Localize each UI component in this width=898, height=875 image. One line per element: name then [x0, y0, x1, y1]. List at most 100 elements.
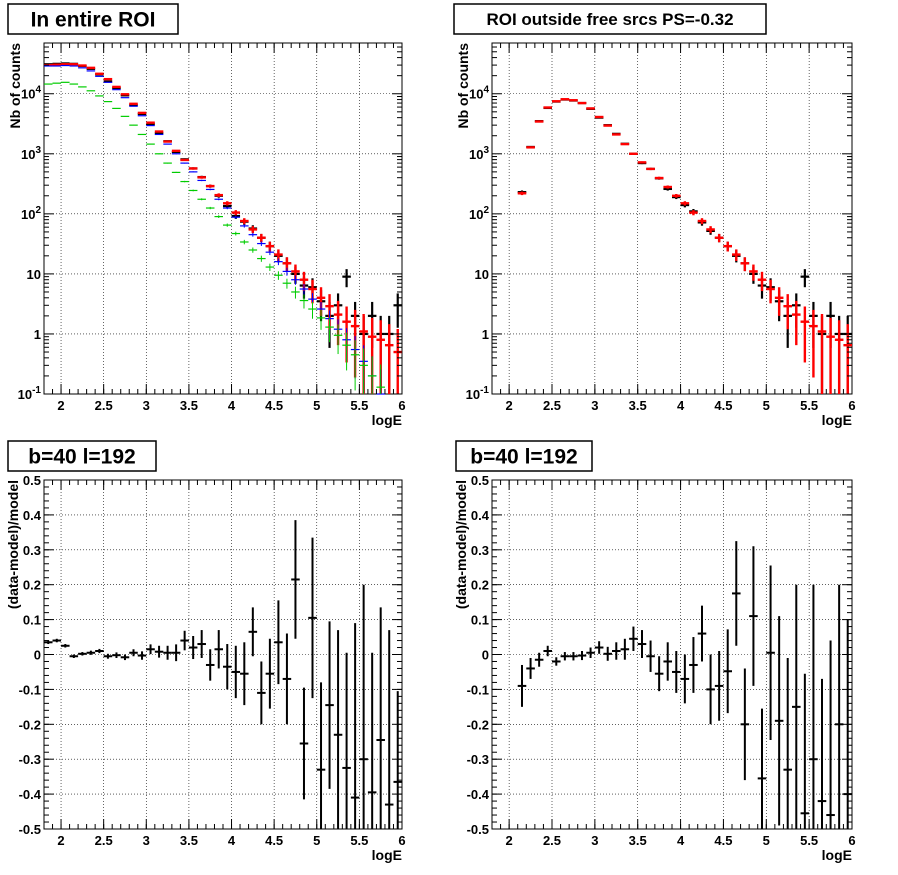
- x-tick-label: 3: [143, 398, 150, 413]
- x-tick-label: 6: [848, 398, 855, 413]
- y-tick-label: -0.2: [19, 717, 41, 732]
- x-tick-label: 5: [313, 398, 320, 413]
- y-tick-label: 0.3: [471, 543, 489, 558]
- x-tick-label: 2: [506, 398, 513, 413]
- x-tick-label: 3: [591, 398, 598, 413]
- x-tick-label: 2.5: [95, 833, 113, 848]
- x-tick-label: 5.5: [800, 398, 818, 413]
- y-tick-label: -0.4: [467, 787, 490, 802]
- y-tick-label: -0.3: [467, 752, 489, 767]
- y-tick-label: -0.1: [19, 682, 41, 697]
- y-tick-label: 0.1: [23, 613, 41, 628]
- y-tick-label: 10: [475, 267, 489, 282]
- x-tick-label: 3: [591, 833, 598, 848]
- panel-title-box: [453, 3, 767, 35]
- panel-roi-outside-free-srcs: 2 2.5 3 3.5 4 4.5 5 5.5 6 10-1 1 10 102 103 104 ROI ou…: [453, 3, 856, 428]
- x-tick-label: 3.5: [180, 833, 198, 848]
- x-axis-label: logE: [822, 412, 852, 428]
- y-tick-label: 0.3: [23, 543, 41, 558]
- series-data: [44, 520, 402, 829]
- x-tick-label: 4: [677, 398, 685, 413]
- y-tick-label: 0: [482, 648, 489, 663]
- panel-entire-roi: 2 2.5 3 3.5 4 4.5 5 5.5 6 10-1 1 10 102 103 104 In ent…: [7, 3, 406, 428]
- y-axis-label: Nb of counts: [455, 43, 471, 129]
- y-tick-label: 0.5: [471, 473, 489, 488]
- x-tick-label: 5: [763, 398, 770, 413]
- panel-residual-left: 2 2.5 3 3.5 4 4.5 5 5.5 6 -0.5 -0.4 -0.3 -0.2 -0.1 0 0.…: [5, 440, 406, 863]
- y-tick-label: 0.5: [23, 473, 41, 488]
- x-tick-label: 4: [228, 398, 236, 413]
- series-data: [517, 541, 852, 829]
- plot-frame: [43, 479, 403, 830]
- panel-title: In entire ROI: [31, 9, 156, 32]
- axis-ticks: 2 2.5 3 3.5 4 4.5 5 5.5 6 -0.5 -0.4 -0.3 -0.2 -0.1 0 0.…: [467, 473, 856, 848]
- axis-ticks: 2 2.5 3 3.5 4 4.5 5 5.5 6 10-1 1 10 102 103 104: [18, 42, 406, 413]
- x-tick-label: 2: [57, 833, 64, 848]
- panel-title: ROI outside free srcs PS=-0.32: [486, 10, 733, 29]
- y-tick-label: 102: [469, 205, 489, 222]
- x-tick-label: 3.5: [629, 833, 647, 848]
- x-tick-label: 2: [506, 833, 513, 848]
- y-tick-label: 104: [21, 85, 41, 102]
- y-tick-label: -0.5: [19, 822, 41, 837]
- y-tick-label: -0.2: [467, 717, 489, 732]
- y-axis-label: (data-model)/model: [453, 480, 469, 609]
- x-axis-label: logE: [822, 847, 852, 863]
- x-tick-label: 4: [677, 833, 685, 848]
- x-tick-label: 4.5: [265, 833, 283, 848]
- y-tick-label: 102: [21, 205, 41, 222]
- x-tick-label: 5.5: [350, 833, 368, 848]
- x-tick-label: 5.5: [350, 398, 368, 413]
- y-tick-label: 10: [27, 267, 41, 282]
- x-tick-label: 4.5: [714, 833, 732, 848]
- panel-title-box: [455, 440, 593, 472]
- y-tick-label: -0.1: [467, 682, 489, 697]
- y-tick-label: 103: [21, 145, 41, 162]
- axis-ticks: 2 2.5 3 3.5 4 4.5 5 5.5 6 10-1 1 10 102 103 104: [466, 42, 856, 413]
- axis-ticks: 2 2.5 3 3.5 4 4.5 5 5.5 6 -0.5 -0.4 -0.3 -0.2 -0.1 0 0.…: [19, 473, 406, 848]
- series-layer: [44, 520, 402, 829]
- y-axis-label: Nb of counts: [7, 43, 23, 129]
- y-tick-label: 0.1: [471, 613, 489, 628]
- x-tick-label: 3.5: [180, 398, 198, 413]
- panel-title-box: [7, 440, 157, 472]
- x-tick-label: 4: [228, 833, 236, 848]
- panel-title: b=40 l=192: [28, 446, 135, 469]
- x-tick-label: 5: [763, 833, 770, 848]
- series-layer: [517, 541, 852, 829]
- y-tick-label: 0.2: [23, 578, 41, 593]
- x-tick-label: 2.5: [95, 398, 113, 413]
- y-tick-label: 0.2: [471, 578, 489, 593]
- y-tick-label: -0.3: [19, 752, 41, 767]
- x-tick-label: 2.5: [543, 398, 561, 413]
- series-component-green: [44, 81, 385, 394]
- plot-frame: [491, 42, 853, 395]
- x-tick-label: 5.5: [800, 833, 818, 848]
- x-tick-label: 3: [143, 833, 150, 848]
- y-tick-label: -0.4: [19, 787, 42, 802]
- x-tick-label: 2.5: [543, 833, 561, 848]
- panel-title-box: [7, 3, 179, 35]
- y-tick-label: 0.4: [23, 508, 42, 523]
- y-axis-label: (data-model)/model: [5, 480, 21, 609]
- x-axis-label: logE: [372, 847, 402, 863]
- y-tick-label: -0.5: [467, 822, 489, 837]
- x-tick-label: 6: [398, 833, 405, 848]
- x-tick-label: 5: [313, 833, 320, 848]
- series-layer: [517, 98, 852, 394]
- series-model-total: [517, 98, 852, 394]
- x-axis-label: logE: [372, 412, 402, 428]
- series-layer: [44, 62, 402, 395]
- y-tick-label: 10-1: [18, 385, 42, 402]
- y-tick-label: 0.4: [471, 508, 490, 523]
- x-tick-label: 6: [848, 833, 855, 848]
- y-tick-label: 1: [482, 327, 489, 342]
- y-tick-label: 10-1: [466, 385, 490, 402]
- y-tick-label: 1: [34, 327, 41, 342]
- x-tick-label: 2: [57, 398, 64, 413]
- x-tick-label: 3.5: [629, 398, 647, 413]
- x-tick-label: 4.5: [714, 398, 732, 413]
- y-tick-label: 0: [34, 648, 41, 663]
- x-tick-label: 4.5: [265, 398, 283, 413]
